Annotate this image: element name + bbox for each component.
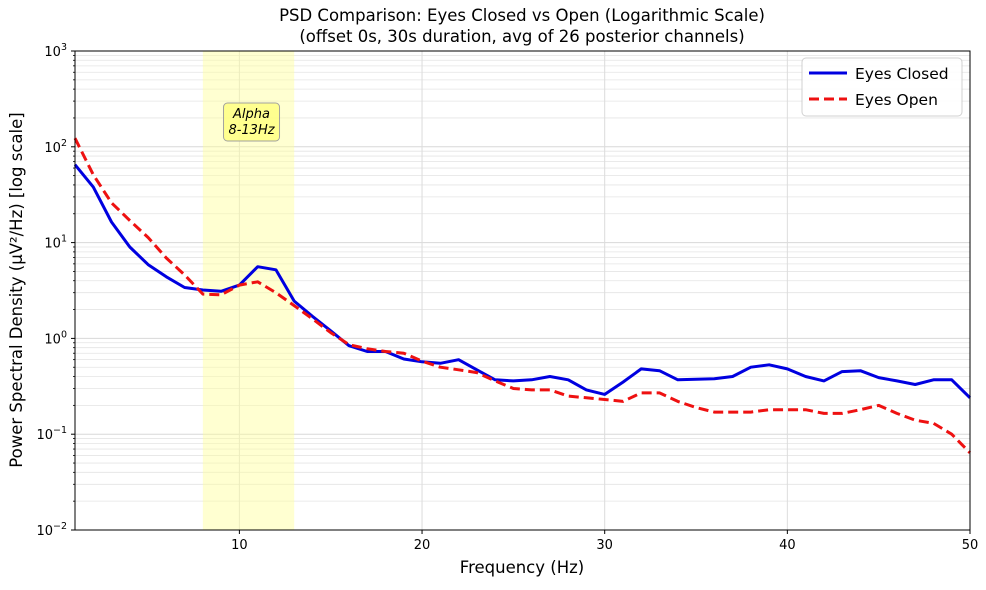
chart-title: PSD Comparison: Eyes Closed vs Open (Log… <box>279 6 765 25</box>
band-label-box <box>223 102 281 142</box>
y-tick-label: 10−2 <box>36 521 67 539</box>
y-axis-label: Power Spectral Density (µV²/Hz) [log sca… <box>7 112 26 467</box>
series-lines <box>73 137 972 454</box>
band-annotation: Alpha 8-13Hz <box>223 102 281 142</box>
series-line-eyes-closed <box>73 163 972 399</box>
x-tick-label: 30 <box>596 538 613 553</box>
axis-ticks: 10−2 10−1 100 101 102 103 10 20 30 40 50 <box>36 42 978 553</box>
y-tick-label: 101 <box>44 234 67 252</box>
y-tick-label: 103 <box>44 42 67 60</box>
y-tick-label: 102 <box>44 138 67 156</box>
x-tick-label: 50 <box>962 538 979 553</box>
x-tick-label: 40 <box>779 538 796 553</box>
band-label-line2: 8-13Hz <box>228 123 275 138</box>
x-tick-label: 20 <box>414 538 431 553</box>
y-tick-label: 10−1 <box>36 425 67 443</box>
y-tick-label: 100 <box>44 329 67 347</box>
legend-label-eyes-closed: Eyes Closed <box>855 65 949 83</box>
band-label-line1: Alpha <box>232 107 270 122</box>
x-tick-label: 10 <box>231 538 248 553</box>
x-axis-label: Frequency (Hz) <box>460 558 584 577</box>
chart-subtitle: (offset 0s, 30s duration, avg of 26 post… <box>299 27 744 46</box>
series-line-eyes-open <box>73 137 972 454</box>
legend-label-eyes-open: Eyes Open <box>855 91 938 109</box>
plot-frame <box>74 50 971 531</box>
legend: Eyes Closed Eyes Open <box>801 57 963 117</box>
